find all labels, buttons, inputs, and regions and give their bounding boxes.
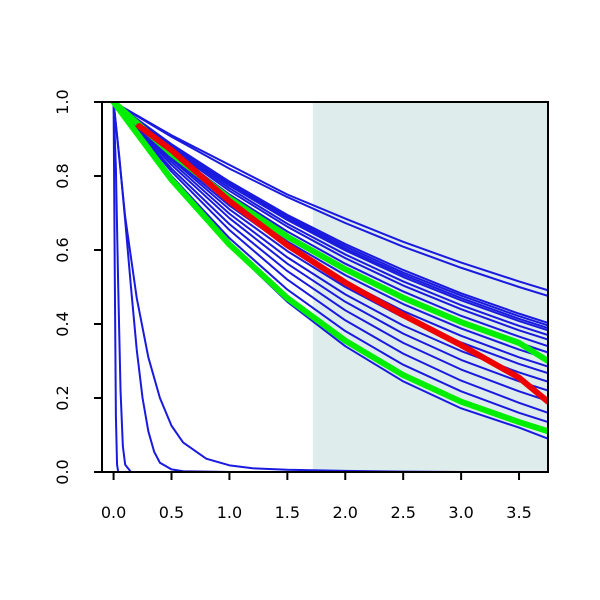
y-tick-label: 0.2 — [53, 385, 72, 410]
series-line-16 — [112, 102, 548, 414]
series-line-22 — [112, 102, 548, 472]
series-line-6 — [112, 102, 548, 337]
y-tick-label: 1.0 — [53, 89, 72, 114]
series-line-14 — [112, 102, 548, 392]
x-tick-label: 3.0 — [448, 503, 473, 522]
x-tick-label: 2.5 — [390, 503, 415, 522]
series-line-21 — [112, 102, 548, 472]
x-axis: 0.0 0.5 1.0 1.5 2.0 2.5 3.0 3.5 — [101, 471, 532, 522]
series-line-0 — [112, 102, 548, 292]
series-line-12 — [112, 102, 548, 375]
y-tick-label: 0.8 — [53, 163, 72, 188]
x-tick-label: 1.5 — [275, 503, 300, 522]
series-line-5 — [112, 102, 548, 332]
y-tick-label: 0.0 — [53, 459, 72, 484]
x-tick-label: 2.0 — [333, 503, 358, 522]
red-highlight-series-line-25 — [136, 123, 548, 405]
green-highlight-series-line-24 — [110, 102, 548, 435]
y-tick-label: 0.4 — [53, 311, 72, 336]
x-tick-label: 3.5 — [506, 503, 531, 522]
x-tick-label: 0.0 — [101, 503, 126, 522]
series-line-17 — [112, 102, 548, 424]
y-axis: 0.0 0.2 0.4 0.6 0.8 1.0 — [53, 89, 103, 485]
series-line-1 — [112, 102, 548, 297]
x-tick-label: 1.0 — [217, 503, 242, 522]
x-tick-label: 0.5 — [159, 503, 184, 522]
series-line-15 — [112, 102, 548, 402]
y-tick-label: 0.6 — [53, 237, 72, 262]
